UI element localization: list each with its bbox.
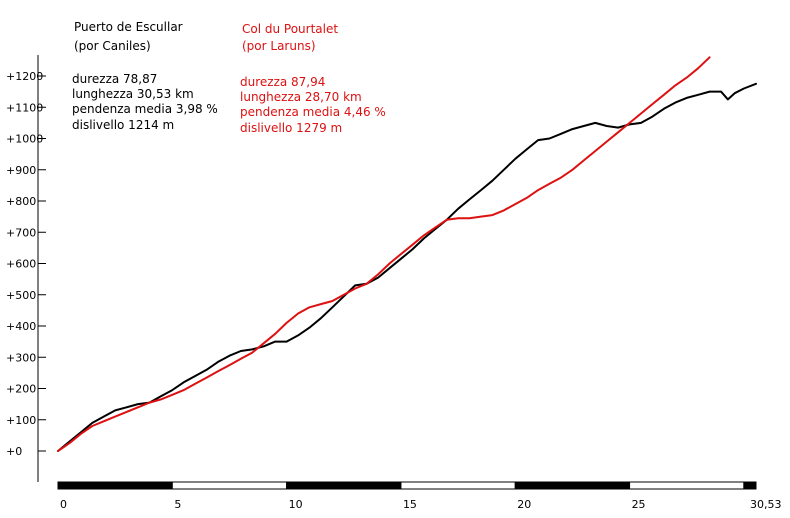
scale-bar-segment	[171, 481, 288, 490]
y-tick-label: +1200	[6, 70, 43, 83]
series-2-dislivello: dislivello 1279 m	[240, 121, 342, 135]
x-tick-label: 25	[632, 498, 646, 511]
series-1-durezza: durezza 78,87	[72, 72, 157, 86]
series-1-lunghezza: lunghezza 30,53 km	[72, 87, 194, 101]
series-line-puerto-de-escullar	[57, 82, 757, 452]
y-tick-label: +600	[6, 258, 36, 271]
x-tick-label: 10	[289, 498, 303, 511]
scale-bar-segment	[286, 481, 402, 490]
x-tick-label: 20	[517, 498, 531, 511]
series-1-subtitle: (por Caniles)	[74, 39, 151, 53]
series-2-subtitle: (por Laruns)	[242, 39, 316, 53]
series-1-pendenza: pendenza media 3,98 %	[72, 102, 218, 116]
y-tick-label: +700	[6, 226, 36, 239]
series-2-name: Col du Pourtalet	[242, 22, 338, 36]
x-axis-labels: 0 5 10 15 20 25 30,53	[60, 498, 782, 511]
y-tick-label: +300	[6, 351, 36, 364]
y-tick-label: +200	[6, 383, 36, 396]
series-2-lunghezza: lunghezza 28,70 km	[240, 90, 362, 104]
y-axis: +0 +100 +200 +300 +400 +500 +600 +700 +800 +900 +1…	[6, 55, 46, 482]
series-2-pendenza: pendenza media 4,46 %	[240, 105, 386, 119]
y-tick-label: +100	[6, 414, 36, 427]
y-tick-label: +900	[6, 164, 36, 177]
scale-bar-segment	[629, 481, 745, 490]
scale-bar-segment	[514, 481, 631, 490]
x-tick-label: 30,53	[750, 498, 782, 511]
y-tick-label: +800	[6, 195, 36, 208]
series-line-col-du-pourtalet	[57, 56, 711, 452]
series-2-durezza: durezza 87,94	[240, 75, 325, 89]
y-tick-label: +400	[6, 320, 36, 333]
scale-bar-segment	[57, 481, 173, 490]
series-1-dislivello: dislivello 1214 m	[72, 118, 174, 132]
distance-scale-bar	[57, 481, 757, 490]
series-1-name: Puerto de Escullar	[74, 20, 183, 34]
y-tick-label: +1000	[6, 133, 43, 146]
y-tick-label: +0	[6, 445, 22, 458]
x-tick-label: 5	[174, 498, 181, 511]
x-tick-label: 15	[403, 498, 417, 511]
y-tick-label: +1100	[6, 101, 43, 114]
legend-puerto-de-escullar: Puerto de Escullar (por Caniles) durezza…	[72, 20, 218, 132]
profile-lines	[57, 56, 757, 452]
legend-col-du-pourtalet: Col du Pourtalet (por Laruns) durezza 87…	[240, 22, 386, 135]
scale-bar-segment	[743, 481, 757, 490]
x-tick-label: 0	[60, 498, 67, 511]
scale-bar-segment	[400, 481, 516, 490]
y-tick-label: +500	[6, 289, 36, 302]
